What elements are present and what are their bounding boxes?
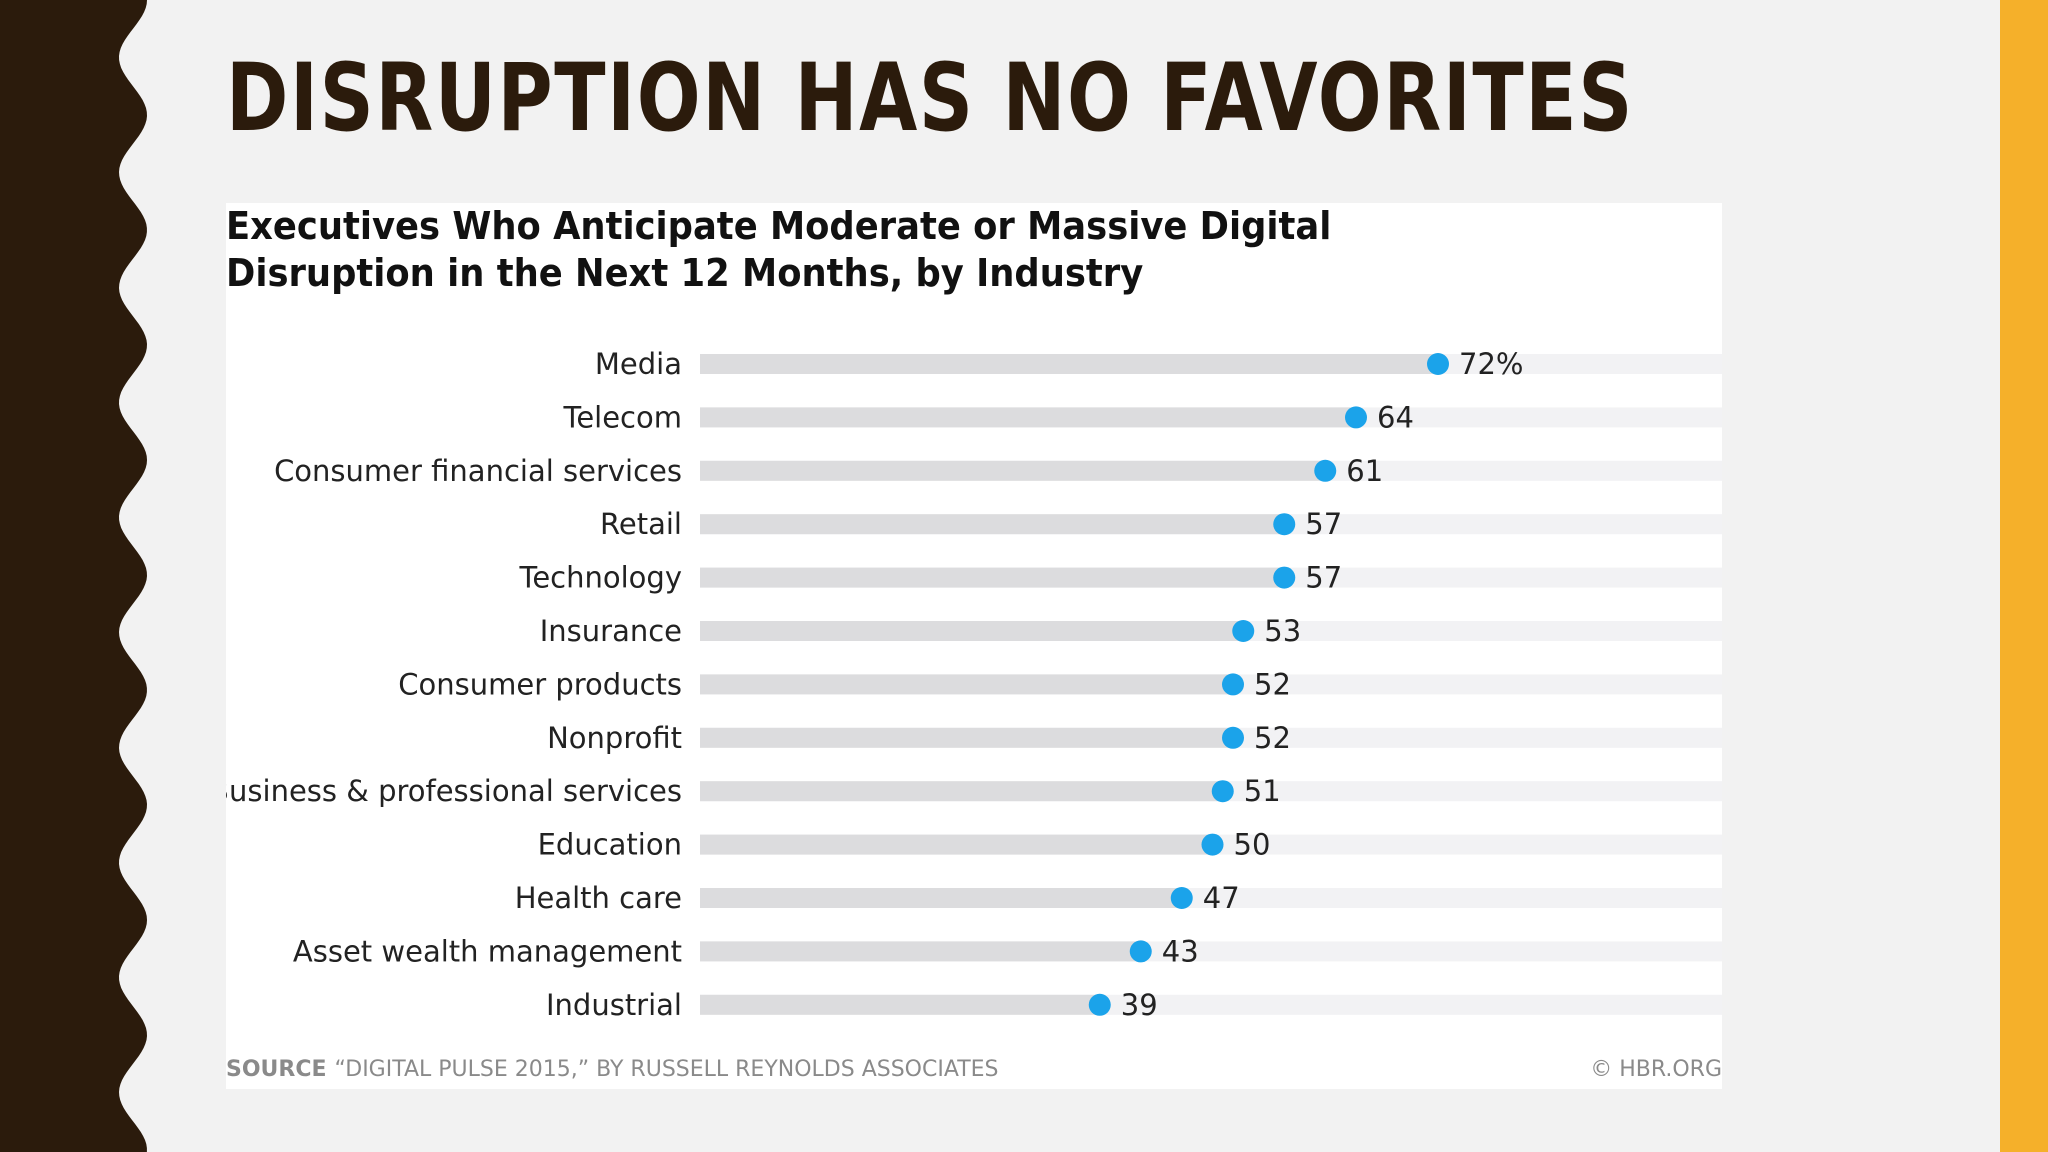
data-point [1232,620,1255,642]
value-label: 39 [1121,988,1158,1022]
dot-plot-chart: Media 72% Telecom 64 Consumer financial serv… [226,347,1722,1022]
category-label: Telecom [563,400,682,434]
category-label: Insurance [540,614,682,648]
data-point [1273,513,1296,536]
slide-title: DISRUPTION HAS NO FAVORITES [226,44,1635,153]
category-label: Industrial [546,988,682,1022]
data-point [1273,566,1296,589]
bar [700,888,1182,908]
value-label: 47 [1203,881,1240,915]
value-label: 43 [1162,934,1199,968]
value-label: 52 [1254,667,1291,701]
bar [700,727,1233,748]
category-label: Retail [600,507,682,541]
value-label: 53 [1264,614,1301,648]
data-point [1088,993,1111,1016]
left-wavy-band [0,0,147,1152]
value-label: 52 [1254,721,1291,755]
data-point [1222,726,1244,749]
left-band-shape [0,0,147,1152]
category-label: Health care [515,881,682,915]
value-label: 72% [1459,347,1523,381]
data-point [1222,673,1244,696]
category-label: Technology [519,561,682,595]
bar [700,834,1213,855]
bar [700,994,1100,1015]
chart-title: Executives Who Anticipate Moderate or Ma… [226,204,1332,295]
category-label: Asset wealth management [293,934,682,968]
data-point [1314,459,1337,482]
category-label: Media [595,347,682,381]
source-key: SOURCE [226,1057,327,1082]
data-point [1345,406,1367,429]
value-label: 64 [1377,400,1414,434]
value-label: 57 [1305,561,1342,595]
category-label: Nonprofit [547,721,682,755]
credit-note: © HBR.ORG [1590,1057,1722,1082]
category-label: Consumer financial services [274,454,682,488]
bar [700,514,1285,535]
bar [700,567,1285,588]
category-label: Business & professional services [226,774,682,808]
chart-card: Executives Who Anticipate Moderate or Ma… [226,203,1722,1089]
bar [700,941,1141,962]
value-label: 51 [1244,774,1281,808]
data-point [1170,887,1193,909]
data-point [1427,353,1449,375]
bar [700,460,1326,481]
right-accent-band [2000,0,2048,1152]
data-point [1211,780,1234,803]
bar [700,407,1356,428]
data-point [1129,940,1152,963]
bar [700,674,1233,695]
value-label: 50 [1234,828,1271,862]
category-label: Education [538,828,682,862]
category-label: Consumer products [398,667,682,701]
value-label: 61 [1346,454,1383,488]
bar [700,781,1223,802]
value-label: 57 [1305,507,1342,541]
data-point [1201,833,1224,856]
source-note: SOURCE “DIGITAL PULSE 2015,” BY RUSSELL R… [226,1057,999,1082]
source-text: “DIGITAL PULSE 2015,” BY RUSSELL REYNOLD… [334,1057,999,1082]
bar [700,621,1244,641]
bar [700,354,1438,374]
